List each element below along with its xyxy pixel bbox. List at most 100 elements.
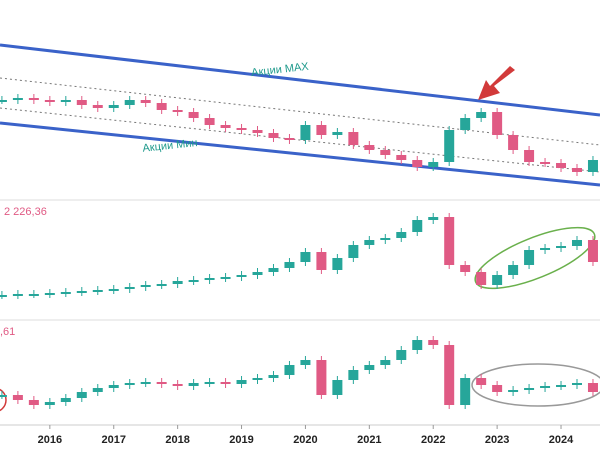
candle bbox=[332, 380, 343, 395]
x-tick-label: 2023 bbox=[485, 434, 509, 446]
candle bbox=[508, 265, 519, 275]
candle bbox=[28, 400, 39, 405]
candle bbox=[316, 125, 327, 135]
candle bbox=[44, 293, 55, 295]
candle bbox=[60, 100, 71, 102]
candle bbox=[316, 252, 327, 270]
candle bbox=[76, 100, 87, 105]
candle bbox=[460, 378, 471, 405]
candle bbox=[188, 112, 199, 118]
candle bbox=[348, 370, 359, 380]
candle bbox=[172, 110, 183, 112]
candle bbox=[92, 105, 103, 108]
candle bbox=[348, 132, 359, 145]
candle bbox=[284, 138, 295, 140]
highlight-ellipse bbox=[471, 363, 600, 407]
candle bbox=[412, 340, 423, 350]
candle bbox=[556, 385, 567, 387]
candle bbox=[492, 275, 503, 285]
value-label: ,61 bbox=[0, 326, 15, 338]
candle bbox=[28, 294, 39, 296]
candle bbox=[587, 383, 598, 392]
dotted-line bbox=[0, 107, 600, 173]
candle bbox=[476, 112, 487, 118]
candle bbox=[252, 130, 263, 133]
candle bbox=[300, 125, 311, 140]
candle bbox=[508, 390, 519, 392]
candle bbox=[364, 240, 375, 245]
candle bbox=[364, 145, 375, 150]
candle bbox=[156, 284, 167, 286]
candle bbox=[364, 365, 375, 370]
candle bbox=[571, 383, 582, 385]
candle bbox=[236, 128, 247, 130]
candle bbox=[300, 252, 311, 262]
candle bbox=[268, 268, 279, 272]
candle bbox=[156, 103, 167, 110]
candle bbox=[12, 98, 23, 100]
candle bbox=[524, 388, 535, 390]
candle bbox=[220, 382, 231, 384]
candle bbox=[0, 395, 7, 397]
candle bbox=[284, 365, 295, 375]
candle bbox=[76, 291, 87, 293]
candle bbox=[252, 272, 263, 275]
candle bbox=[236, 275, 247, 277]
candle bbox=[460, 265, 471, 272]
candle bbox=[332, 132, 343, 135]
candle bbox=[268, 133, 279, 138]
value-label: 2 226,36 bbox=[4, 206, 47, 218]
candle bbox=[12, 294, 23, 296]
candle bbox=[444, 217, 455, 265]
candle bbox=[571, 240, 582, 246]
x-tick-label: 2022 bbox=[421, 434, 445, 446]
candle bbox=[172, 281, 183, 284]
candle bbox=[540, 386, 551, 388]
candle bbox=[60, 398, 71, 402]
x-tick-label: 2016 bbox=[38, 434, 62, 446]
candle bbox=[540, 248, 551, 250]
candle bbox=[28, 98, 39, 100]
candle bbox=[460, 118, 471, 130]
x-tick-label: 2019 bbox=[229, 434, 253, 446]
candle bbox=[284, 262, 295, 268]
candle bbox=[0, 295, 7, 297]
candle bbox=[556, 163, 567, 168]
candle bbox=[124, 100, 135, 105]
candle bbox=[12, 395, 23, 400]
candle bbox=[412, 160, 423, 167]
candle bbox=[524, 150, 535, 162]
candle bbox=[428, 217, 439, 220]
channel-upper bbox=[0, 43, 600, 117]
candle bbox=[204, 278, 215, 280]
x-tick-label: 2018 bbox=[165, 434, 189, 446]
candle bbox=[44, 402, 55, 405]
candle bbox=[44, 100, 55, 102]
highlight-ellipse bbox=[474, 226, 596, 290]
candle bbox=[380, 150, 391, 155]
candle bbox=[332, 258, 343, 270]
candle bbox=[204, 382, 215, 384]
candle bbox=[508, 135, 519, 150]
annotation: Акции Мин bbox=[142, 137, 198, 155]
candle bbox=[316, 360, 327, 395]
candle bbox=[444, 130, 455, 162]
candle bbox=[571, 168, 582, 172]
candle bbox=[428, 162, 439, 167]
candle bbox=[524, 250, 535, 265]
candle bbox=[444, 345, 455, 405]
highlight-circle bbox=[0, 388, 7, 412]
dotted-line bbox=[0, 77, 600, 146]
candle bbox=[140, 382, 151, 384]
candle bbox=[220, 125, 231, 128]
candle bbox=[140, 100, 151, 103]
candle bbox=[492, 385, 503, 392]
candle bbox=[76, 392, 87, 398]
candle bbox=[108, 385, 119, 388]
candle bbox=[156, 382, 167, 384]
x-tick-label: 2017 bbox=[101, 434, 125, 446]
channel-lower bbox=[0, 121, 600, 187]
candle bbox=[140, 285, 151, 287]
candle bbox=[300, 360, 311, 365]
